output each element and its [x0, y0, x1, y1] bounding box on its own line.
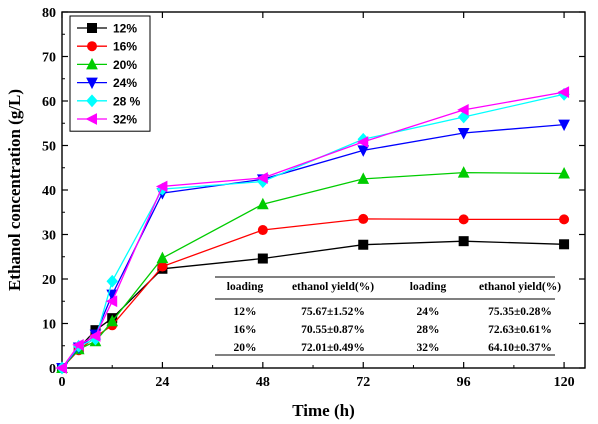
legend-marker: [87, 22, 98, 33]
legend-label: 12%: [113, 22, 137, 36]
legend-item: 24%: [77, 76, 137, 90]
data-point: [356, 136, 369, 148]
y-tick-label: 60: [42, 95, 56, 110]
series-5: [55, 86, 570, 374]
data-point: [457, 166, 470, 178]
data-point: [55, 362, 67, 374]
table-cell: 75.67±1.52%: [301, 306, 365, 318]
table-cell: 20%: [234, 342, 257, 354]
table-header: ethanol yield(%): [292, 281, 374, 293]
table-cell: 28%: [417, 324, 440, 336]
table-cell: 72.63±0.61%: [488, 324, 552, 336]
y-tick-label: 0: [49, 362, 56, 377]
data-point: [558, 167, 570, 179]
data-point: [157, 261, 168, 272]
table-cell: 75.35±0.28%: [488, 306, 552, 318]
legend-marker: [86, 94, 98, 108]
table-row: 12% 75.67±1.52% 24% 75.35±0.28%: [234, 306, 552, 318]
legend-marker: [86, 57, 98, 70]
table-header: loading: [227, 281, 264, 293]
data-point: [156, 251, 169, 264]
series-line: [61, 171, 565, 369]
legend-item: 20%: [77, 58, 137, 72]
data-point: [559, 239, 570, 250]
legend-item: 28 %: [77, 94, 141, 108]
data-point: [72, 339, 84, 351]
data-point: [358, 239, 369, 250]
legend: 12% 16% 20% 24% 28 % 32%: [69, 15, 151, 132]
table-cell: 24%: [417, 306, 440, 318]
x-axis-ticks: 0 24 48 72 96 120: [59, 12, 575, 390]
data-point: [358, 213, 369, 224]
data-point: [106, 274, 118, 288]
table-row: 20% 72.01±0.49% 32% 64.10±0.37%: [234, 342, 552, 354]
data-point: [558, 119, 570, 132]
data-point: [458, 214, 469, 225]
y-tick-label: 30: [42, 229, 56, 244]
data-point: [256, 172, 268, 184]
data-point: [257, 225, 268, 236]
y-tick-label: 80: [42, 6, 56, 21]
data-point: [105, 295, 118, 308]
y-tick-label: 20: [42, 273, 56, 288]
table-cell: 70.55±0.87%: [301, 324, 365, 336]
legend-item: 32%: [77, 113, 137, 127]
table-header: ethanol yield(%): [479, 281, 561, 293]
data-point: [155, 180, 168, 193]
data-point: [357, 172, 370, 184]
legend-label: 28 %: [113, 94, 141, 108]
data-point: [458, 236, 469, 247]
yield-table: loading ethanol yield(%) loading ethanol yi…: [215, 276, 561, 356]
y-axis-ticks: 0 10 20 30 40 50 60 70 80: [42, 6, 585, 377]
legend-label: 32%: [113, 113, 137, 127]
table-cell: 16%: [234, 324, 257, 336]
series-layer: [55, 86, 570, 375]
legend-box: [69, 15, 151, 132]
legend-label: 16%: [113, 40, 137, 54]
data-point: [559, 214, 570, 225]
y-tick-label: 40: [42, 184, 56, 199]
table-header: loading: [410, 281, 447, 293]
y-tick-label: 10: [42, 318, 56, 333]
y-tick-label: 50: [42, 140, 56, 155]
data-point: [256, 197, 269, 210]
table-cell: 32%: [417, 342, 440, 354]
y-tick-label: 70: [42, 51, 56, 66]
x-axis-title: Time (h): [292, 401, 355, 420]
x-tick-label: 96: [457, 375, 471, 390]
legend-label: 24%: [113, 76, 137, 90]
x-tick-label: 24: [155, 375, 169, 390]
table-cell: 72.01±0.49%: [301, 342, 365, 354]
y-axis-title: Ethanol concentration (g/L): [5, 89, 24, 291]
x-tick-label: 72: [356, 375, 370, 390]
table-row: 16% 70.55±0.87% 28% 72.63±0.61%: [234, 324, 552, 336]
x-tick-label: 0: [59, 375, 66, 390]
legend-label: 20%: [113, 58, 137, 72]
data-point: [257, 253, 268, 264]
data-point: [457, 128, 470, 140]
data-point: [88, 330, 101, 342]
table-cell: 12%: [234, 306, 257, 318]
data-point: [357, 145, 370, 157]
legend-marker: [85, 113, 97, 125]
data-point: [557, 86, 570, 98]
legend-item: 12%: [77, 22, 137, 36]
legend-marker: [87, 41, 98, 52]
data-point: [457, 104, 469, 116]
x-tick-label: 48: [256, 375, 270, 390]
table-cell: 64.10±0.37%: [488, 342, 552, 354]
legend-item: 16%: [77, 40, 137, 54]
data-point: [106, 314, 119, 327]
x-tick-label: 120: [554, 375, 575, 390]
legend-marker: [86, 77, 98, 90]
